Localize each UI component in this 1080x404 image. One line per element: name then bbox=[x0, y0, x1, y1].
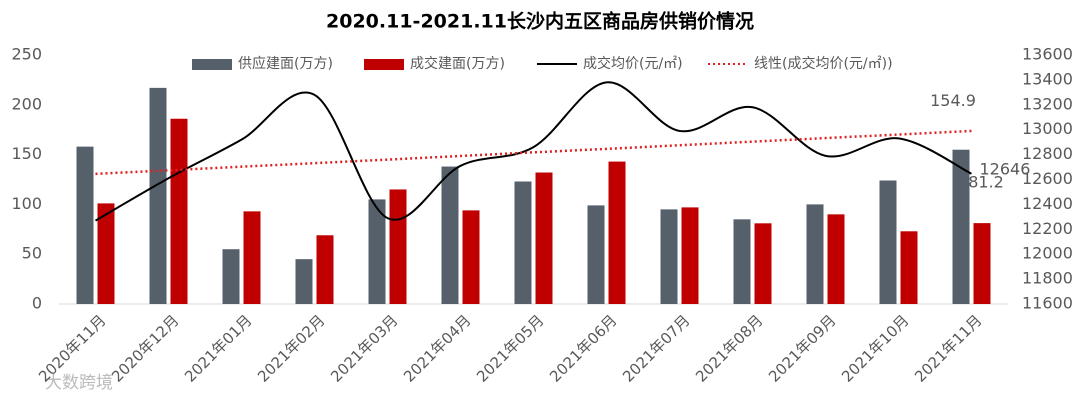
y-tick-label: 0 bbox=[32, 294, 42, 313]
trend-line bbox=[95, 129, 972, 176]
y-tick-label: 50 bbox=[22, 244, 42, 263]
legend-label: 线性(成交均价(元/㎡)) bbox=[754, 55, 893, 72]
x-tick-label: 2020年12月 bbox=[108, 311, 182, 385]
y-tick-label: 200 bbox=[11, 94, 42, 113]
bar bbox=[681, 207, 699, 304]
x-tick-label: 2021年09月 bbox=[765, 311, 839, 385]
y2-tick-label: 12800 bbox=[1022, 144, 1073, 163]
x-tick-label: 2021年10月 bbox=[838, 311, 912, 385]
y-tick-label: 100 bbox=[11, 194, 42, 213]
y2-tick-label: 13000 bbox=[1022, 119, 1073, 138]
bar bbox=[76, 146, 94, 304]
bar bbox=[952, 149, 970, 304]
bar bbox=[243, 211, 261, 304]
y2-tick-label: 12600 bbox=[1022, 169, 1073, 188]
y-tick-label: 250 bbox=[11, 45, 42, 64]
legend-label: 成交均价(元/㎡) bbox=[583, 55, 683, 72]
bar bbox=[660, 209, 678, 304]
bar bbox=[389, 189, 407, 304]
bar bbox=[733, 219, 751, 304]
bar bbox=[149, 87, 167, 304]
y2-tick-label: 12400 bbox=[1022, 194, 1073, 213]
bar bbox=[222, 249, 240, 304]
chart-title: 2020.11-2021.11长沙内五区商品房供销价情况 bbox=[326, 10, 754, 33]
bar bbox=[514, 181, 532, 304]
x-tick-label: 2021年04月 bbox=[400, 311, 474, 385]
y2-tick-label: 12000 bbox=[1022, 244, 1073, 263]
x-tick-label: 2021年07月 bbox=[619, 311, 693, 385]
x-tick-label: 2021年08月 bbox=[692, 311, 766, 385]
y2-tick-label: 13600 bbox=[1022, 45, 1073, 64]
data-label: 154.9 bbox=[930, 91, 976, 110]
x-tick-label: 2021年11月 bbox=[911, 311, 985, 385]
y2-tick-label: 11600 bbox=[1022, 294, 1073, 313]
bar bbox=[587, 205, 605, 304]
legend-swatch bbox=[192, 59, 232, 70]
bar bbox=[608, 161, 626, 304]
y2-tick-label: 13200 bbox=[1022, 94, 1073, 113]
bar bbox=[295, 259, 313, 304]
bar bbox=[754, 223, 772, 304]
bar bbox=[441, 166, 459, 304]
bar bbox=[368, 199, 386, 304]
bar bbox=[535, 172, 553, 304]
bar bbox=[462, 210, 480, 304]
bar bbox=[900, 231, 918, 304]
y2-tick-label: 11800 bbox=[1022, 269, 1073, 288]
y2-tick-label: 12200 bbox=[1022, 219, 1073, 238]
data-label: 81.2 bbox=[968, 173, 1004, 192]
bar bbox=[879, 180, 897, 304]
data-label: 12646 bbox=[980, 159, 1031, 178]
bar bbox=[973, 223, 991, 304]
bar bbox=[806, 204, 824, 304]
bar bbox=[97, 203, 115, 304]
bar bbox=[827, 214, 845, 304]
legend-label: 成交建面(万方) bbox=[410, 55, 505, 72]
x-tick-label: 2021年02月 bbox=[254, 311, 328, 385]
y2-tick-label: 13400 bbox=[1022, 69, 1073, 88]
legend-swatch bbox=[364, 59, 404, 70]
y-tick-label: 150 bbox=[11, 144, 42, 163]
price-line bbox=[94, 81, 972, 222]
x-tick-label: 2021年01月 bbox=[181, 311, 255, 385]
x-tick-label: 2021年06月 bbox=[546, 311, 620, 385]
bar bbox=[170, 118, 188, 304]
x-tick-label: 2021年03月 bbox=[327, 311, 401, 385]
bar bbox=[316, 235, 334, 304]
legend-label: 供应建面(万方) bbox=[238, 55, 333, 72]
watermark: 大数跨境 bbox=[45, 373, 113, 393]
x-tick-label: 2021年05月 bbox=[473, 311, 547, 385]
